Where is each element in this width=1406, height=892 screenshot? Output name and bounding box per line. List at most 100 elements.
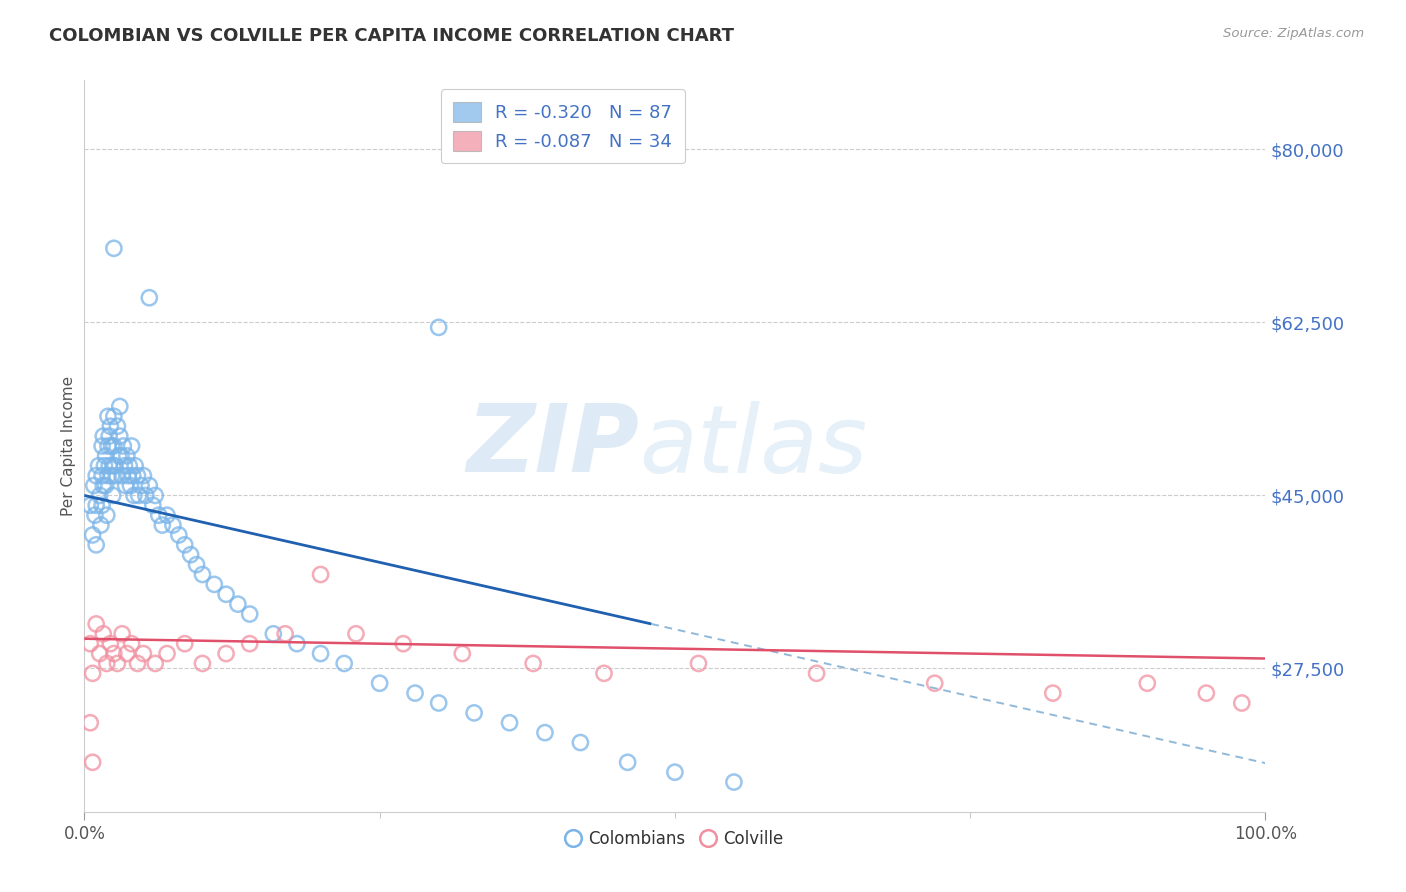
Point — [84, 498, 107, 512]
Point — [124, 458, 146, 473]
Point — [664, 765, 686, 780]
Point — [94, 478, 117, 492]
Point — [129, 478, 152, 492]
Point — [94, 449, 117, 463]
Point — [100, 439, 122, 453]
Point — [427, 696, 450, 710]
Point — [427, 320, 450, 334]
Point — [806, 666, 828, 681]
Point — [616, 756, 638, 770]
Point — [84, 616, 107, 631]
Point — [87, 458, 110, 473]
Point — [534, 725, 557, 739]
Point — [79, 637, 101, 651]
Point — [114, 478, 136, 492]
Point — [688, 657, 710, 671]
Point — [120, 478, 142, 492]
Point — [107, 657, 129, 671]
Point — [143, 657, 166, 671]
Point — [226, 597, 249, 611]
Text: ZIP: ZIP — [467, 400, 640, 492]
Point — [143, 488, 166, 502]
Point — [82, 528, 104, 542]
Point — [91, 478, 114, 492]
Point — [239, 637, 262, 651]
Point — [98, 429, 121, 443]
Point — [202, 577, 225, 591]
Point — [79, 498, 101, 512]
Point — [82, 666, 104, 681]
Point — [344, 627, 367, 641]
Point — [138, 291, 160, 305]
Point — [127, 468, 149, 483]
Point — [104, 458, 127, 473]
Point — [1042, 686, 1064, 700]
Point — [924, 676, 946, 690]
Point — [127, 657, 149, 671]
Point — [274, 627, 297, 641]
Point — [121, 637, 143, 651]
Point — [392, 637, 415, 651]
Point — [522, 657, 544, 671]
Point — [723, 775, 745, 789]
Point — [138, 478, 160, 492]
Point — [100, 468, 122, 483]
Point — [148, 508, 170, 523]
Point — [115, 647, 138, 661]
Point — [239, 607, 262, 621]
Point — [97, 468, 120, 483]
Point — [162, 518, 184, 533]
Point — [463, 706, 485, 720]
Point — [112, 439, 135, 453]
Point — [215, 587, 238, 601]
Point — [84, 468, 107, 483]
Point — [82, 756, 104, 770]
Point — [191, 567, 214, 582]
Point — [115, 449, 138, 463]
Point — [107, 449, 129, 463]
Point — [103, 647, 125, 661]
Point — [156, 508, 179, 523]
Point — [122, 488, 145, 502]
Point — [79, 715, 101, 730]
Point — [89, 647, 111, 661]
Point — [150, 518, 173, 533]
Point — [132, 647, 155, 661]
Point — [89, 488, 111, 502]
Point — [186, 558, 208, 572]
Point — [83, 478, 105, 492]
Point — [91, 498, 114, 512]
Point — [84, 508, 107, 523]
Point — [404, 686, 426, 700]
Point — [96, 657, 118, 671]
Point — [285, 637, 308, 651]
Point — [142, 498, 165, 512]
Point — [101, 488, 124, 502]
Point — [111, 627, 134, 641]
Text: COLOMBIAN VS COLVILLE PER CAPITA INCOME CORRELATION CHART: COLOMBIAN VS COLVILLE PER CAPITA INCOME … — [49, 27, 734, 45]
Legend: Colombians, Colville: Colombians, Colville — [560, 823, 790, 855]
Point — [1195, 686, 1218, 700]
Point — [1230, 696, 1253, 710]
Point — [215, 647, 238, 661]
Point — [107, 419, 129, 434]
Point — [114, 458, 136, 473]
Point — [91, 439, 114, 453]
Point — [167, 528, 190, 542]
Y-axis label: Per Capita Income: Per Capita Income — [60, 376, 76, 516]
Point — [103, 409, 125, 424]
Point — [90, 518, 112, 533]
Point — [121, 439, 143, 453]
Point — [98, 637, 121, 651]
Point — [309, 647, 332, 661]
Point — [156, 647, 179, 661]
Point — [110, 449, 132, 463]
Point — [91, 627, 114, 641]
Point — [498, 715, 520, 730]
Point — [121, 468, 143, 483]
Point — [101, 458, 124, 473]
Point — [132, 468, 155, 483]
Point — [117, 468, 139, 483]
Point — [1136, 676, 1159, 690]
Point — [262, 627, 284, 641]
